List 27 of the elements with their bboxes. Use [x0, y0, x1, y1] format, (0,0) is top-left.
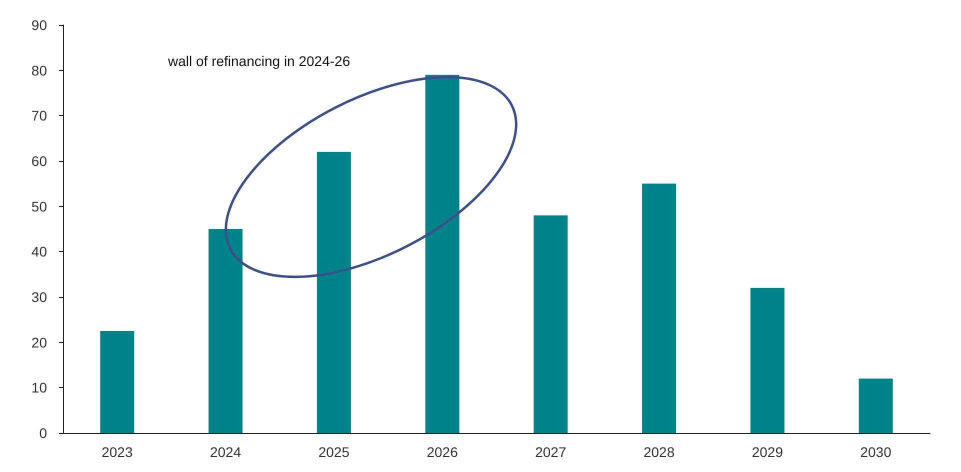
bar: [100, 331, 134, 433]
y-tick-label: 0: [39, 425, 48, 441]
x-tick-label: 2030: [860, 444, 892, 460]
y-tick-label: 40: [31, 244, 48, 260]
bar: [316, 152, 351, 433]
x-tick-label: 2028: [643, 444, 675, 460]
y-tick-label: 30: [31, 289, 48, 305]
x-tick-label: 2026: [426, 444, 458, 460]
bar: [642, 184, 676, 433]
y-tick-label: 90: [31, 17, 48, 33]
y-tick-label: 60: [31, 153, 48, 169]
y-tick-label: 80: [31, 62, 48, 78]
x-tick-label: 2024: [210, 444, 242, 460]
y-tick-label: 70: [31, 108, 48, 124]
y-tick-label: 50: [31, 198, 48, 214]
x-tick-label: 2023: [102, 444, 133, 460]
y-tick-label: 20: [31, 334, 48, 350]
x-tick-label: 2025: [318, 444, 350, 460]
x-tick-label: 2027: [535, 444, 566, 460]
bar: [425, 74, 460, 433]
bar: [858, 378, 893, 433]
bar: [208, 229, 243, 433]
annotation: wall of refinancing in 2024-26: [167, 53, 350, 69]
y-tick-label: 10: [31, 380, 48, 396]
bar: [750, 288, 784, 433]
x-tick-label: 2029: [752, 444, 784, 460]
bar: [534, 215, 568, 433]
